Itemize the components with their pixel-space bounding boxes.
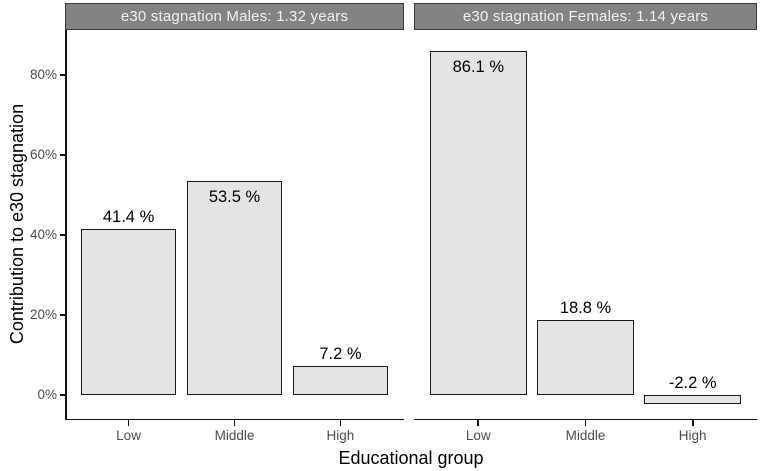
y-tick <box>59 154 65 156</box>
bar-value-label: -2.2 % <box>668 374 717 392</box>
y-tick-label: 80% <box>29 67 57 82</box>
y-tick <box>59 234 65 236</box>
x-tick <box>477 420 480 426</box>
bar <box>292 366 389 395</box>
y-tick <box>59 314 65 316</box>
x-tick <box>127 420 130 426</box>
x-axis-line <box>65 418 404 421</box>
bar <box>644 395 741 404</box>
facet-strip-males-label: e30 stagnation Males: 1.32 years <box>120 8 349 25</box>
bar <box>430 50 527 395</box>
bar-value-label: 7.2 % <box>319 345 362 364</box>
x-tick <box>691 420 694 426</box>
x-tick-label: Middle <box>565 428 606 443</box>
y-tick-label: 60% <box>29 147 57 162</box>
y-axis-line <box>65 29 67 421</box>
bar-value-label: 53.5 % <box>208 188 261 206</box>
bar-value-label: 41.4 % <box>102 208 155 227</box>
x-tick <box>233 420 236 426</box>
x-tick-label: Low <box>116 428 141 443</box>
x-tick-label: Low <box>465 428 491 443</box>
facet-strip-males: e30 stagnation Males: 1.32 years <box>65 3 404 30</box>
bar <box>80 229 177 395</box>
bar <box>186 181 283 395</box>
bar-value-label: 18.8 % <box>559 298 612 317</box>
x-tick <box>339 420 342 426</box>
bar <box>537 319 634 395</box>
y-tick-label: 0% <box>37 387 57 402</box>
y-tick <box>59 74 65 76</box>
y-tick <box>59 394 65 396</box>
y-tick-label: 20% <box>29 307 57 322</box>
x-tick-label: High <box>326 428 355 443</box>
bar-value-label: 86.1 % <box>452 57 504 76</box>
x-tick <box>584 420 587 426</box>
x-axis-line <box>414 418 757 421</box>
y-tick-label: 40% <box>29 227 57 242</box>
facet-strip-females: e30 stagnation Females: 1.14 years <box>414 3 757 30</box>
x-tick-label: High <box>678 428 707 443</box>
facet-strip-females-label: e30 stagnation Females: 1.14 years <box>462 8 709 25</box>
x-axis-title: Educational group <box>338 448 484 468</box>
x-tick-label: Middle <box>214 428 255 443</box>
